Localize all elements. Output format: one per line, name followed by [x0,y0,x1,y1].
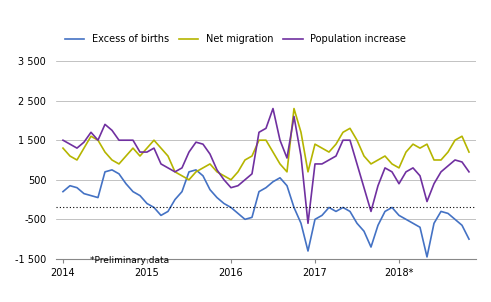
Excess of births [102,170,108,174]
Line: Net migration: Net migration [63,108,469,180]
Excess of births [74,186,80,189]
Excess of births [172,198,178,201]
Net migration [291,107,297,110]
Population increase [165,166,171,170]
Population increase [102,123,108,126]
Population increase [60,138,66,142]
Line: Population increase: Population increase [63,108,469,223]
Population increase [305,221,311,225]
Net migration [277,162,283,166]
Population increase [466,170,472,174]
Excess of births [466,237,472,241]
Population increase [368,210,374,213]
Net migration [368,162,374,166]
Net migration [102,150,108,154]
Net migration [60,146,66,150]
Population increase [74,146,80,150]
Excess of births [361,230,367,233]
Legend: Excess of births, Net migration, Population increase: Excess of births, Net migration, Populat… [61,30,410,48]
Excess of births [109,168,115,172]
Line: Excess of births: Excess of births [63,170,469,257]
Population increase [277,138,283,142]
Net migration [466,150,472,154]
Net migration [186,178,192,182]
Population increase [123,138,129,142]
Net migration [165,154,171,158]
Text: *Preliminary data: *Preliminary data [89,256,169,265]
Population increase [270,107,276,110]
Net migration [74,158,80,162]
Excess of births [130,190,136,194]
Excess of births [277,176,283,180]
Net migration [123,154,129,158]
Excess of births [60,190,66,194]
Excess of births [424,255,430,259]
